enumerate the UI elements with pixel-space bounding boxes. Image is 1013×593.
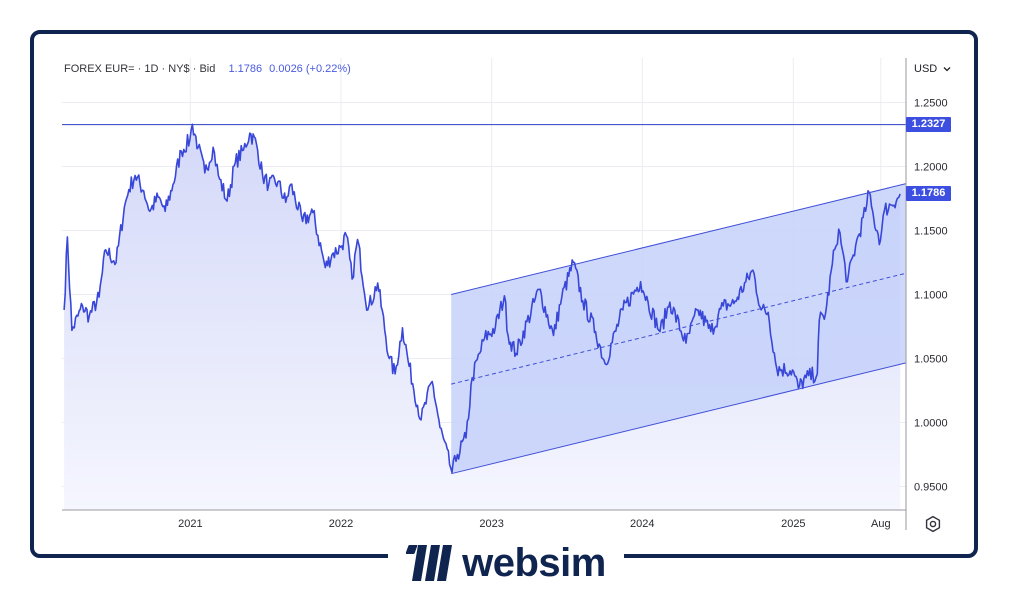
x-tick-label: 2022 (329, 518, 353, 530)
channel-upper-line[interactable] (451, 183, 907, 295)
chevron-down-icon (943, 67, 951, 72)
x-tick-label: 2023 (479, 518, 503, 530)
interval-label[interactable]: 1D (144, 63, 159, 75)
price-change: 0.0026 (+0.22%) (269, 63, 351, 75)
y-tick-label: 1.2000 (914, 162, 948, 174)
y-axis-labels: 1.2500 1.2000 1.1500 1.1000 1.0500 1.0000 0.95… (914, 98, 948, 494)
y-tick-label: 0.9500 (914, 482, 948, 494)
last-price-tag: 1.1786 (906, 186, 951, 202)
x-tick-label: 2021 (178, 518, 202, 530)
y-tick-label: 1.0000 (914, 418, 948, 430)
y-tick-label: 1.2500 (914, 98, 948, 110)
x-axis-labels: 2021 2022 2023 2024 2025 Aug (178, 518, 891, 530)
websim-logo-icon (406, 545, 453, 581)
x-tick-label: 2025 (781, 518, 805, 530)
price-series-line[interactable] (63, 123, 901, 474)
currency-selector[interactable]: USD (914, 63, 951, 75)
y-tick-label: 1.1000 (914, 290, 948, 302)
level-price-tag: 1.2327 (906, 117, 951, 133)
currency-label: USD (914, 63, 938, 75)
gear-icon[interactable] (924, 515, 942, 533)
y-tick-label: 1.0500 (914, 354, 948, 366)
price-type-label: Bid (199, 63, 216, 75)
instrument-name[interactable]: FOREX EUR= (64, 63, 135, 75)
x-tick-label: 2024 (630, 518, 654, 530)
brand-footer: websim (388, 538, 624, 588)
brand-name: websim (462, 540, 606, 585)
channel-middle-line[interactable] (451, 272, 907, 385)
x-tick-label: Aug (871, 518, 891, 530)
y-tick-label: 1.1500 (914, 226, 948, 238)
channel-lower-line[interactable] (451, 362, 907, 475)
chart-frame (30, 30, 978, 558)
venue-label: NY$ (168, 63, 190, 75)
chart-header: FOREX EUR= · 1D · NY$ · Bid 1.1786 0.002… (64, 63, 351, 75)
last-price: 1.1786 (228, 63, 263, 75)
